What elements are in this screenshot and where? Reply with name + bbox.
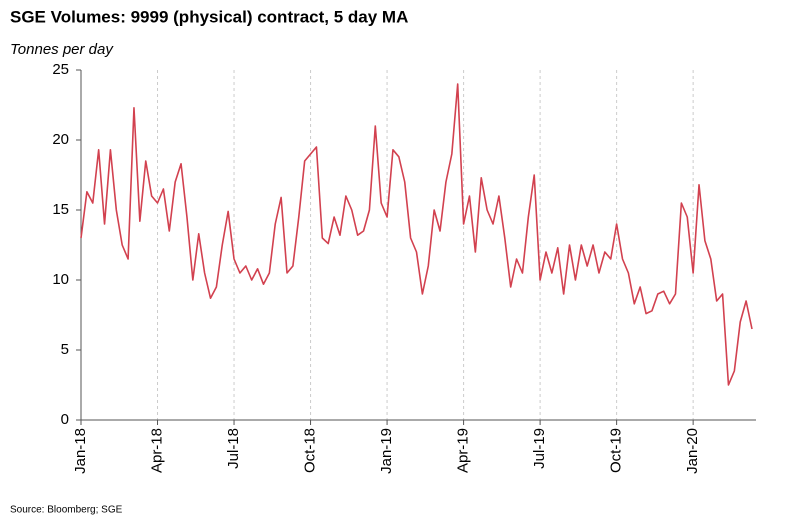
- x-tick-label: Jan-20: [684, 428, 701, 474]
- x-tick-label: Jan-19: [378, 428, 395, 474]
- y-tick-label: 5: [61, 341, 69, 358]
- y-tick-label: 10: [52, 271, 69, 288]
- chart-title: SGE Volumes: 9999 (physical) contract, 5…: [10, 7, 408, 26]
- x-tick-label: Oct-19: [608, 428, 625, 473]
- x-tick-label: Apr-19: [455, 428, 472, 473]
- data-line: [80, 83, 753, 386]
- x-tick-label: Jul-18: [225, 428, 242, 469]
- x-tick-label: Jul-19: [531, 428, 548, 469]
- y-tick-label: 20: [52, 131, 69, 148]
- x-tick-label: Oct-18: [302, 428, 319, 473]
- y-tick-label: 15: [52, 201, 69, 218]
- source: Source: Bloomberg; SGE: [10, 505, 123, 516]
- y-tick-label: 25: [52, 61, 69, 78]
- y-axis-label: Tonnes per day: [10, 41, 114, 58]
- x-tick-label: Jan-18: [72, 428, 89, 474]
- x-tick-label: Apr-18: [148, 428, 165, 473]
- y-tick-label: 0: [61, 411, 69, 428]
